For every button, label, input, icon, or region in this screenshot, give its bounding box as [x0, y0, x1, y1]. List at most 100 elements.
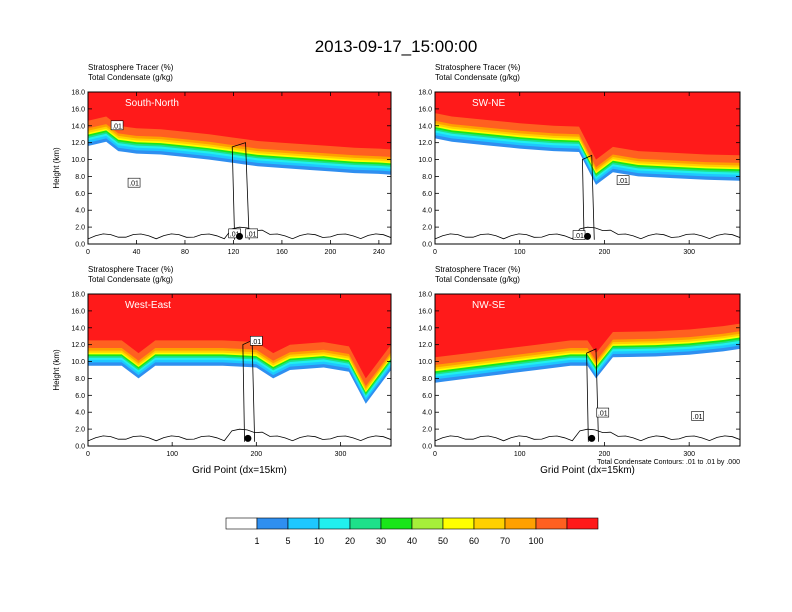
- y-tick-label: 6.0: [422, 191, 432, 198]
- panel-frame: [434, 293, 741, 447]
- y-tick-label: 16.0: [418, 106, 432, 113]
- y-tick-label: 6.0: [75, 191, 85, 198]
- x-tick-label: 200: [599, 451, 611, 458]
- y-tick-label: 14.0: [418, 325, 432, 332]
- tracer-band: [88, 294, 391, 379]
- panel-label: NW-SE: [472, 300, 505, 311]
- colorbar-label: 10: [314, 536, 324, 546]
- contour-label-box: [127, 177, 141, 188]
- contour-line: [88, 226, 391, 242]
- panel-header-line: Stratosphere Tracer (%): [88, 265, 174, 274]
- panel-sw-ne: .01 .01 0.0 2.0 4.0 6.0 8.0 10.0 12.0 14.0 16.0 18.…: [418, 63, 741, 256]
- tracer-field: [88, 294, 391, 404]
- colorbar-swatch: [225, 517, 258, 530]
- contour-label-box: [596, 407, 610, 418]
- y-tick-label: 0.0: [422, 242, 432, 249]
- y-tick-label: 0.0: [75, 444, 85, 451]
- condensate-contours: [88, 142, 391, 242]
- y-tick-label: 4.0: [422, 208, 432, 215]
- y-tick-label: 10.0: [418, 359, 432, 366]
- colorbar-swatch: [411, 517, 444, 530]
- contour-label: .01: [230, 231, 240, 238]
- x-tick-label: 160: [276, 249, 288, 256]
- y-tick-label: 0.0: [75, 242, 85, 249]
- x-tick-label: 100: [514, 451, 526, 458]
- x-tick-label: 0: [433, 451, 437, 458]
- x-tick-label: 200: [325, 249, 337, 256]
- y-tick-label: 6.0: [75, 393, 85, 400]
- x-tick-label: 80: [181, 249, 189, 256]
- x-tick-label: 240: [373, 249, 385, 256]
- panel-header-line: Total Condensate (g/kg): [435, 275, 520, 284]
- y-tick-label: 18.0: [418, 90, 432, 97]
- x-tick-label: 100: [166, 451, 178, 458]
- panel-header-line: Total Condensate (g/kg): [88, 275, 173, 284]
- tracer-field: [88, 92, 391, 175]
- condensate-contours: [435, 348, 740, 444]
- panel-header-line: Stratosphere Tracer (%): [88, 63, 174, 72]
- y-tick-label: 2.0: [75, 427, 85, 434]
- y-tick-label: 4.0: [422, 410, 432, 417]
- x-tick-label: 300: [683, 249, 695, 256]
- y-tick-label: 12.0: [71, 342, 85, 349]
- panel-south-north: .01 .01 .01 .01 0.0 2.0 4.0 6.0 8.0 10.0 12.0 14.0 1…: [52, 63, 392, 256]
- station-marker: [588, 434, 596, 442]
- colorbar-label: 100: [528, 536, 543, 546]
- y-tick-label: 16.0: [71, 106, 85, 113]
- contour-label-box: [110, 120, 124, 131]
- y-tick-label: 14.0: [71, 123, 85, 130]
- x-tick-label: 40: [133, 249, 141, 256]
- colorbar-label: 30: [376, 536, 386, 546]
- colorbar-swatch: [318, 517, 351, 530]
- contour-label: .01: [112, 123, 122, 130]
- colorbar: 1 5 10 20 30 40 50 60 70 100: [225, 517, 599, 546]
- y-tick-label: 14.0: [418, 123, 432, 130]
- y-tick-label: 8.0: [75, 376, 85, 383]
- tracer-field: [435, 294, 740, 383]
- colorbar-label: 60: [469, 536, 479, 546]
- colorbar-swatch: [256, 517, 289, 530]
- x-tick-label: 300: [683, 451, 695, 458]
- station-marker: [236, 232, 243, 240]
- y-tick-label: 10.0: [71, 359, 85, 366]
- contour-label-box: [245, 228, 258, 239]
- colorbar-label: 40: [407, 536, 417, 546]
- station-marker: [244, 434, 252, 442]
- colorbar-swatch: [380, 517, 413, 530]
- x-tick-label: 100: [514, 249, 526, 256]
- y-tick-label: 16.0: [418, 308, 432, 315]
- y-tick-label: 4.0: [75, 208, 85, 215]
- x-tick-label: 0: [86, 249, 90, 256]
- colorbar-swatch: [566, 517, 599, 530]
- colorbar-swatch: [442, 517, 475, 530]
- y-tick-label: 16.0: [71, 308, 85, 315]
- x-tick-label: 200: [599, 249, 611, 256]
- y-tick-label: 2.0: [422, 225, 432, 232]
- condensate-contours: [435, 154, 740, 242]
- panel-header-line: Total Condensate (g/kg): [435, 73, 520, 82]
- panel-frame: [434, 91, 741, 245]
- station-marker: [584, 232, 591, 240]
- y-tick-label: 8.0: [75, 174, 85, 181]
- panel-west-east: .01 0.0 2.0 4.0 6.0 8.0 10.0 12.0 14.0 16.0 18.0 0 1…: [52, 265, 392, 476]
- tracer-band: [435, 92, 740, 160]
- contour-label-box: [250, 335, 263, 346]
- y-tick-label: 2.0: [422, 427, 432, 434]
- y-tick-label: 8.0: [422, 376, 432, 383]
- colorbar-label: 50: [438, 536, 448, 546]
- panel-label: West-East: [125, 300, 171, 311]
- y-axis-label: Height (km): [52, 349, 61, 391]
- contour-label-box: [691, 411, 704, 421]
- y-tick-label: 10.0: [71, 157, 85, 164]
- contour-label: .01: [693, 414, 703, 421]
- colorbar-swatch: [535, 517, 568, 530]
- panel-header-line: Stratosphere Tracer (%): [435, 63, 521, 72]
- contour-label: .01: [247, 231, 257, 238]
- y-tick-label: 12.0: [418, 140, 432, 147]
- y-tick-label: 18.0: [71, 292, 85, 299]
- tracer-band: [435, 294, 740, 358]
- y-tick-label: 18.0: [418, 292, 432, 299]
- panel-nw-se: .01 .01 0.0 2.0 4.0 6.0 8.0 10.0 12.0 14.0 16.0 18.…: [418, 265, 741, 476]
- contour-line: [582, 154, 595, 240]
